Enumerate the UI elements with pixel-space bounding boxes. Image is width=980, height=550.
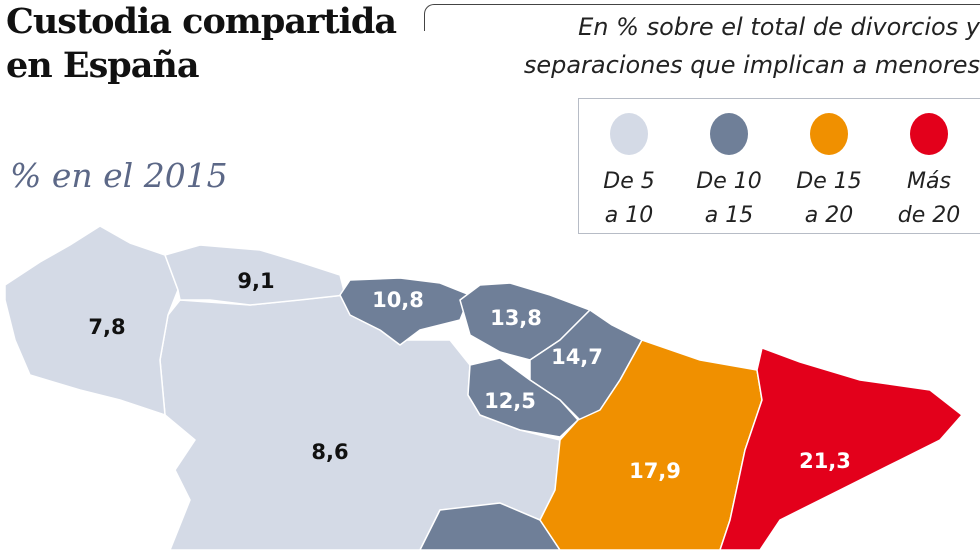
subtitle-line-2: separaciones que implican a menores <box>523 51 980 79</box>
region-value-cataluna: 21,3 <box>799 449 851 473</box>
region-value-castilla-leon: 8,6 <box>311 440 349 464</box>
legend-label: De 10 <box>696 169 762 194</box>
region-value-pais-vasco: 13,8 <box>490 306 542 330</box>
subtitle: En % sobre el total de divorcios y separ… <box>420 8 980 84</box>
legend-swatch <box>710 113 748 155</box>
page-title: Custodia compartida en España <box>6 0 397 88</box>
legend-label: Más <box>907 169 951 194</box>
region-value-navarra: 14,7 <box>551 345 603 369</box>
legend-item-10-15: De 10 a 15 <box>679 99 779 233</box>
region-galicia <box>4 225 179 416</box>
legend-swatch <box>910 113 948 155</box>
legend-label: De 5 <box>603 169 655 194</box>
title-line-1: Custodia compartida <box>6 1 397 42</box>
legend-label: a 10 <box>604 203 654 228</box>
legend-item-15-20: De 15 a 20 <box>779 99 879 233</box>
region-cataluna <box>719 347 963 550</box>
region-value-galicia: 7,8 <box>88 315 126 339</box>
region-asturias <box>164 244 346 306</box>
legend-label: a 15 <box>704 203 754 228</box>
legend: De 5 a 10 De 10 a 15 De 15 a 20 Más de 2… <box>578 98 980 234</box>
legend-label: De 15 <box>796 169 862 194</box>
region-cantabria <box>339 277 471 346</box>
year-label: % en el 2015 <box>10 156 228 195</box>
legend-swatch <box>810 113 848 155</box>
subtitle-bracket <box>424 4 980 31</box>
subtitle-line-1: En % sobre el total de divorcios y <box>578 13 980 41</box>
legend-item-mas-20: Más de 20 <box>879 99 979 233</box>
region-value-aragon: 17,9 <box>629 459 681 483</box>
legend-item-5-10: De 5 a 10 <box>579 99 679 233</box>
title-line-2: en España <box>6 45 200 86</box>
legend-label: de 20 <box>897 203 961 228</box>
region-value-cantabria: 10,8 <box>372 288 424 312</box>
region-la-rioja <box>467 357 579 438</box>
legend-swatch <box>610 113 648 155</box>
region-value-la-rioja: 12,5 <box>484 389 536 413</box>
region-value-asturias: 9,1 <box>237 269 275 293</box>
legend-label: a 20 <box>804 203 854 228</box>
